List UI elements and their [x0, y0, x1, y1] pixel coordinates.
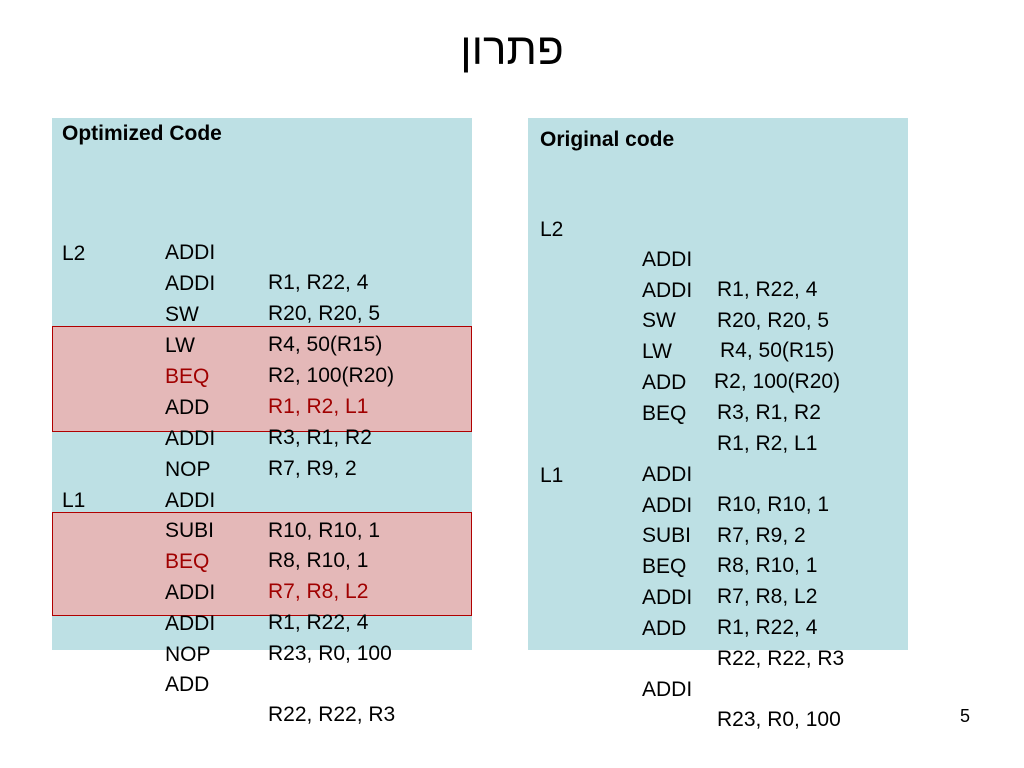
- code-line: LW R2, 100(R20): [0, 277, 840, 427]
- code-opcode: SW: [642, 309, 676, 332]
- code-operands: R8, R10, 1: [268, 549, 369, 572]
- code-operands: R20, R20, 5: [268, 302, 381, 325]
- code-opcode: ADD: [165, 673, 210, 696]
- code-opcode: SW: [165, 303, 199, 326]
- optimized-code-heading: Optimized Code: [62, 122, 222, 145]
- branch-delay-slot-highlight: [52, 326, 472, 432]
- code-line: ADD R3, R1, R2: [0, 333, 372, 483]
- original-code-panel: [528, 118, 908, 650]
- code-opcode: ADD: [642, 371, 687, 394]
- code-operands: R22, R22, R3: [717, 647, 845, 670]
- code-operands: R3, R1, R2: [717, 401, 821, 424]
- code-operands: R1, R2, L1: [717, 432, 818, 455]
- code-opcode: ADDI: [642, 494, 693, 517]
- code-opcode: ADDI: [642, 586, 693, 609]
- code-line: ADDI R7, R9, 2: [0, 364, 357, 514]
- code-label: L1: [540, 464, 564, 487]
- code-operands: R3, R1, R2: [268, 426, 372, 449]
- code-operands: R10, R10, 1: [268, 519, 381, 542]
- code-line: NOP: [0, 580, 211, 730]
- code-operands: R1, R22, 4: [717, 616, 818, 639]
- code-opcode: NOP: [165, 458, 211, 481]
- code-operands: R2, 100(R20): [714, 370, 841, 393]
- code-line: ADDI R23, R0, 100: [0, 615, 841, 765]
- code-operands: R4, 50(R15): [720, 339, 835, 362]
- code-opcode: LW: [165, 334, 195, 357]
- code-operands: R7, R9, 2: [268, 457, 357, 480]
- code-opcode: LW: [642, 340, 672, 363]
- code-opcode: ADDI: [165, 581, 216, 604]
- slide-title: פתרון: [460, 25, 564, 74]
- code-opcode: ADDI: [642, 279, 693, 302]
- code-line: BEQ R1, R2, L1: [0, 339, 817, 489]
- code-operands: R23, R0, 100: [717, 708, 841, 731]
- code-label: L1: [62, 489, 86, 512]
- code-line: SW R4, 50(R15): [0, 246, 834, 396]
- code-opcode: BEQ: [165, 365, 210, 388]
- code-operands: R1, R22, 4: [268, 611, 369, 634]
- code-line: ADD R22, R22, R3: [0, 610, 395, 760]
- code-line-branch: BEQ R7, R8, L2: [0, 487, 368, 637]
- code-opcode: ADDI: [165, 272, 216, 295]
- code-opcode: ADDI: [642, 463, 693, 486]
- code-opcode: BEQ: [642, 555, 687, 578]
- code-operands: R2, 100(R20): [268, 364, 395, 387]
- code-line: L2 ADDI R20, R20, 5: [0, 209, 380, 359]
- code-line: ADDI R23, R0, 100: [0, 549, 392, 699]
- code-operands: R1, R2, L1: [268, 395, 369, 418]
- code-line: ADDI R1, R22, 4: [0, 518, 368, 668]
- code-line: ADDI R10, R10, 1: [0, 400, 829, 550]
- code-operands: R22, R22, R3: [268, 703, 396, 726]
- code-opcode: ADDI: [642, 248, 693, 271]
- code-opcode: NOP: [165, 643, 211, 666]
- code-label: L2: [540, 218, 564, 241]
- code-opcode: ADDI: [642, 678, 693, 701]
- code-line: BEQ R7, R8, L2: [0, 492, 817, 642]
- code-line: L2 ADDI R1, R22, 4: [0, 185, 817, 335]
- page-number: 5: [959, 706, 970, 726]
- code-line: ADD R22, R22, R3: [0, 554, 844, 704]
- code-line: L1 SUBI R8, R10, 1: [0, 456, 368, 606]
- code-operands: R7, R8, L2: [717, 585, 818, 608]
- code-line: LW R2, 100(R20): [0, 271, 394, 421]
- code-opcode: SUBI: [165, 519, 215, 542]
- code-operands: R1, R22, 4: [268, 271, 369, 294]
- code-operands: R10, R10, 1: [717, 493, 830, 516]
- code-line: SW R4, 50(R15): [0, 240, 382, 390]
- code-line-branch: BEQ R1, R2, L1: [0, 302, 368, 452]
- code-operands: R23, R0, 100: [268, 642, 392, 665]
- code-line: NOP: [0, 395, 211, 545]
- code-operands: R1, R22, 4: [717, 278, 818, 301]
- code-operands: R4, 50(R15): [268, 333, 383, 356]
- code-opcode: ADD: [165, 396, 210, 419]
- code-opcode: ADDI: [165, 489, 216, 512]
- code-line: SUBI R8, R10, 1: [0, 461, 817, 611]
- code-opcode: ADDI: [165, 427, 216, 450]
- code-operands: R20, R20, 5: [717, 309, 830, 332]
- code-label: L2: [62, 242, 86, 265]
- code-operands: R7, R8, L2: [268, 580, 369, 603]
- code-opcode: BEQ: [642, 402, 687, 425]
- code-line: ADDI R1, R22, 4: [0, 523, 817, 673]
- code-opcode: SUBI: [642, 524, 692, 547]
- code-opcode: ADDI: [165, 241, 216, 264]
- code-opcode: ADDI: [165, 612, 216, 635]
- code-line: L1 ADDI R7, R9, 2: [0, 431, 806, 581]
- original-code-heading: Original code: [540, 128, 675, 151]
- code-operands: R8, R10, 1: [717, 554, 818, 577]
- code-opcode: ADD: [642, 617, 687, 640]
- code-line: ADD R3, R1, R2: [0, 308, 821, 458]
- code-opcode: BEQ: [165, 550, 210, 573]
- code-line: ADDI R20, R20, 5: [0, 216, 829, 366]
- branch-delay-slot-highlight: [52, 512, 472, 616]
- code-operands: R7, R9, 2: [717, 524, 806, 547]
- code-line: ADDI R1, R22, 4: [0, 178, 368, 328]
- code-line: ADDI R10, R10, 1: [0, 426, 380, 576]
